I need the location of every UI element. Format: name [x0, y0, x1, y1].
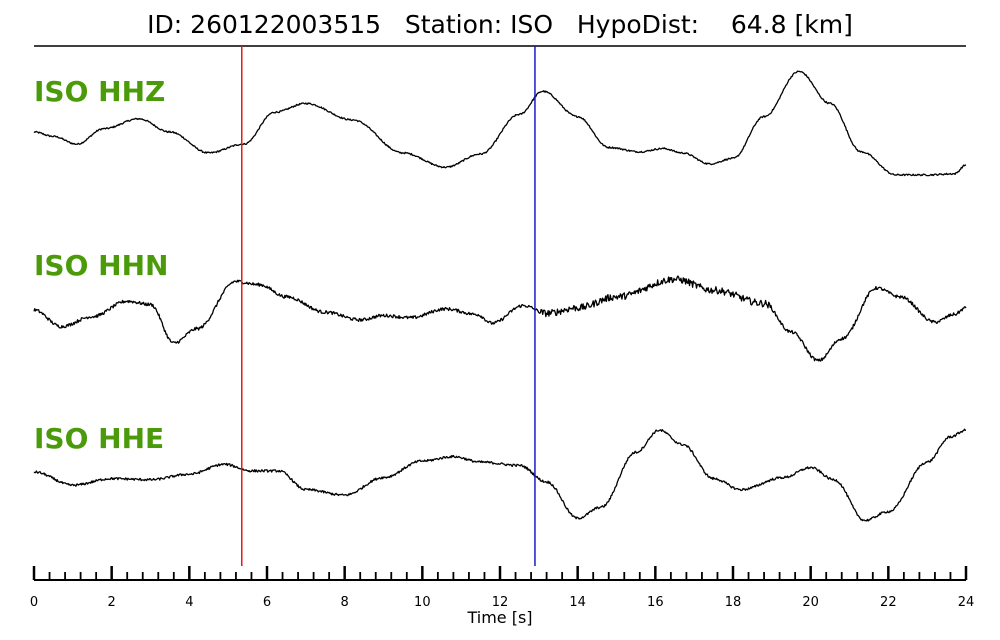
trace-label-1: ISO HHZ	[34, 75, 165, 108]
picks-group	[241, 46, 536, 566]
x-tick-label: 10	[414, 595, 431, 610]
x-tick-label: 2	[108, 595, 116, 610]
x-tick-label: 14	[569, 595, 586, 610]
trace-line-2	[33, 275, 967, 362]
trace-line-1	[33, 70, 967, 177]
trace-label-2: ISO HHN	[34, 249, 168, 282]
trace-line-3	[33, 428, 967, 522]
traces-group	[33, 70, 967, 522]
time-axis: 0 2 4 6 8 10 12 14 16 18 20 22 24	[30, 566, 974, 610]
x-tick-label: 16	[647, 595, 664, 610]
x-tick-label: 12	[492, 595, 509, 610]
x-tick-label: 18	[725, 595, 742, 610]
x-tick-label: 24	[958, 595, 975, 610]
trace-label-3: ISO HHE	[34, 422, 164, 455]
x-tick-label: 4	[185, 595, 193, 610]
x-tick-label: 6	[263, 595, 271, 610]
trace-labels-group: ISO HHZ ISO HHN ISO HHE	[34, 75, 168, 455]
chart-title: ID: 260122003515 Station: ISO HypoDist: …	[147, 10, 853, 39]
x-tick-label: 8	[341, 595, 349, 610]
x-tick-label: 0	[30, 595, 38, 610]
x-tick-label: 20	[802, 595, 819, 610]
x-axis-label: Time [s]	[466, 608, 532, 627]
x-tick-label: 22	[880, 595, 897, 610]
